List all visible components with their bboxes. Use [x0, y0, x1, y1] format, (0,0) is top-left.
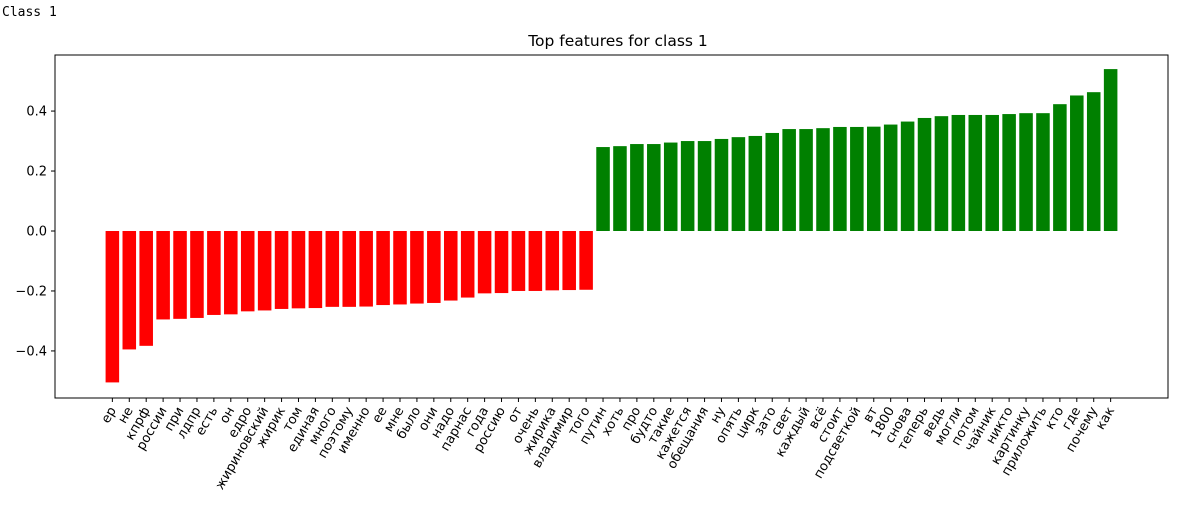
bar — [1019, 113, 1033, 231]
y-tick-label: −0.2 — [15, 284, 47, 299]
chart-title: Top features for class 1 — [527, 32, 708, 50]
bar — [934, 116, 949, 231]
bar — [663, 142, 678, 231]
bar — [511, 230, 526, 291]
bar — [562, 230, 576, 291]
bar — [359, 230, 373, 307]
bar — [1086, 92, 1101, 231]
bar — [866, 126, 881, 231]
bar — [900, 121, 915, 231]
bar — [460, 230, 475, 298]
bar — [308, 230, 323, 309]
bar — [782, 129, 796, 231]
bar — [917, 117, 932, 231]
bar — [477, 230, 492, 294]
bar — [528, 230, 543, 291]
bar — [207, 230, 221, 315]
y-tick-label: −0.4 — [15, 344, 47, 359]
bar — [173, 230, 187, 319]
bar — [139, 230, 153, 346]
bar — [105, 230, 120, 383]
x-tick-label: вт — [861, 404, 882, 425]
bar — [325, 230, 340, 307]
plot-frame — [54, 54, 1169, 399]
bar — [1070, 95, 1084, 231]
bar — [968, 114, 983, 231]
bar — [257, 230, 272, 311]
bar — [799, 129, 813, 231]
bar — [1002, 114, 1016, 231]
output-header: Class 1 — [2, 5, 57, 20]
bar — [224, 230, 238, 315]
x-tick-label: как — [1093, 404, 1118, 432]
bar — [951, 114, 966, 231]
bar — [731, 137, 746, 231]
bar — [748, 135, 763, 231]
bar — [630, 144, 644, 231]
bar — [190, 230, 204, 318]
bar — [1103, 69, 1118, 231]
bar — [494, 230, 509, 294]
bar — [427, 230, 441, 303]
x-tick-label: он — [217, 405, 238, 427]
bar — [291, 230, 306, 309]
bar — [680, 141, 695, 231]
bar — [545, 230, 560, 291]
y-tick-label: 0.4 — [26, 105, 47, 120]
bar — [1053, 104, 1067, 231]
bar — [156, 230, 170, 320]
bar — [833, 126, 847, 231]
x-tick-label: от — [505, 404, 526, 425]
bar — [985, 114, 999, 231]
bar — [850, 126, 864, 231]
x-tick-label: ну — [708, 404, 729, 426]
x-tick-label: ер — [99, 405, 120, 427]
bar — [443, 230, 458, 301]
bar — [596, 147, 610, 231]
bar — [122, 230, 137, 350]
x-tick-label: ее — [370, 405, 391, 426]
bar — [240, 230, 255, 312]
x-tick-label: не — [116, 405, 137, 427]
bar — [579, 230, 593, 290]
y-tick-label: 0.0 — [26, 224, 47, 239]
bar — [1036, 113, 1050, 231]
bar — [613, 146, 627, 231]
bar — [410, 230, 424, 304]
bar — [765, 132, 780, 231]
bar — [697, 141, 712, 231]
bar — [274, 230, 289, 309]
bar — [883, 124, 898, 231]
bar — [393, 230, 407, 305]
bar — [816, 128, 830, 231]
y-tick-label: 0.2 — [26, 165, 47, 180]
bar — [342, 230, 357, 307]
bar — [376, 230, 390, 306]
bar — [714, 138, 729, 231]
bar — [647, 144, 661, 231]
